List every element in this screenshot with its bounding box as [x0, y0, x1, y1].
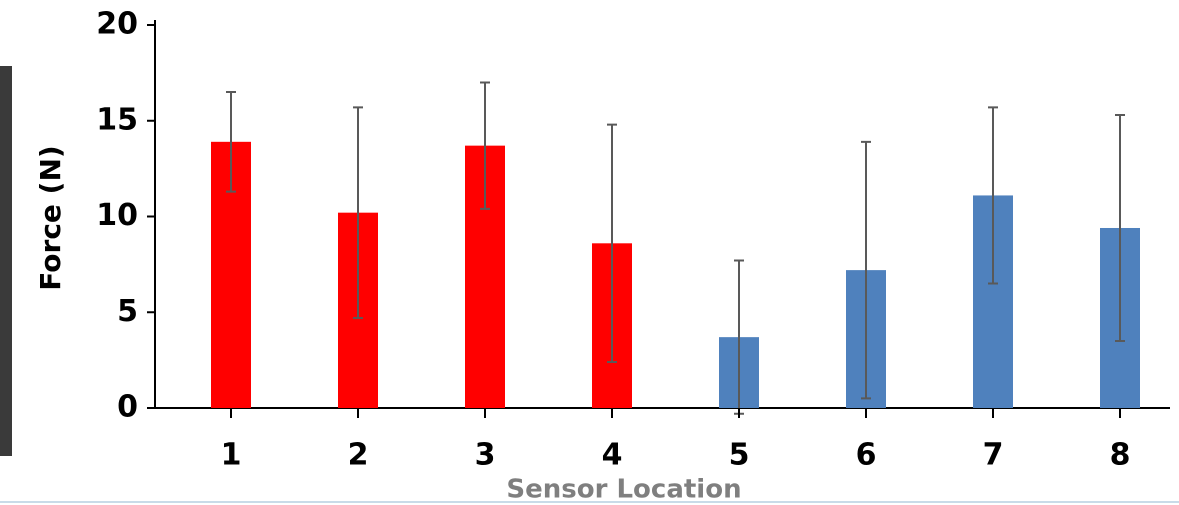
error-bar: [226, 91, 236, 193]
y-tick-label: 0: [117, 390, 138, 425]
error-bar: [1115, 114, 1125, 342]
x-tick-label: 6: [856, 438, 877, 473]
y-axis-title: Force (N): [34, 145, 67, 290]
x-tick-label: 4: [602, 438, 623, 473]
y-tick-label: 15: [96, 102, 138, 137]
y-tick-label: 5: [117, 294, 138, 329]
x-tick-label: 7: [983, 438, 1004, 473]
x-tick-label: 8: [1110, 438, 1131, 473]
x-axis-title: Sensor Location: [506, 475, 741, 505]
error-bar: [353, 106, 363, 319]
error-bar: [988, 106, 998, 285]
x-tick-label: 2: [348, 438, 369, 473]
y-tick-label: 10: [96, 198, 138, 233]
error-bar: [861, 140, 871, 400]
y-tick-label: 20: [96, 7, 138, 42]
x-tick-label: 5: [729, 438, 750, 473]
error-bar: [607, 123, 617, 364]
x-tick-label: 1: [221, 438, 242, 473]
x-tick-label: 3: [475, 438, 496, 473]
photo-edge: [0, 66, 12, 456]
error-bar: [480, 81, 490, 210]
